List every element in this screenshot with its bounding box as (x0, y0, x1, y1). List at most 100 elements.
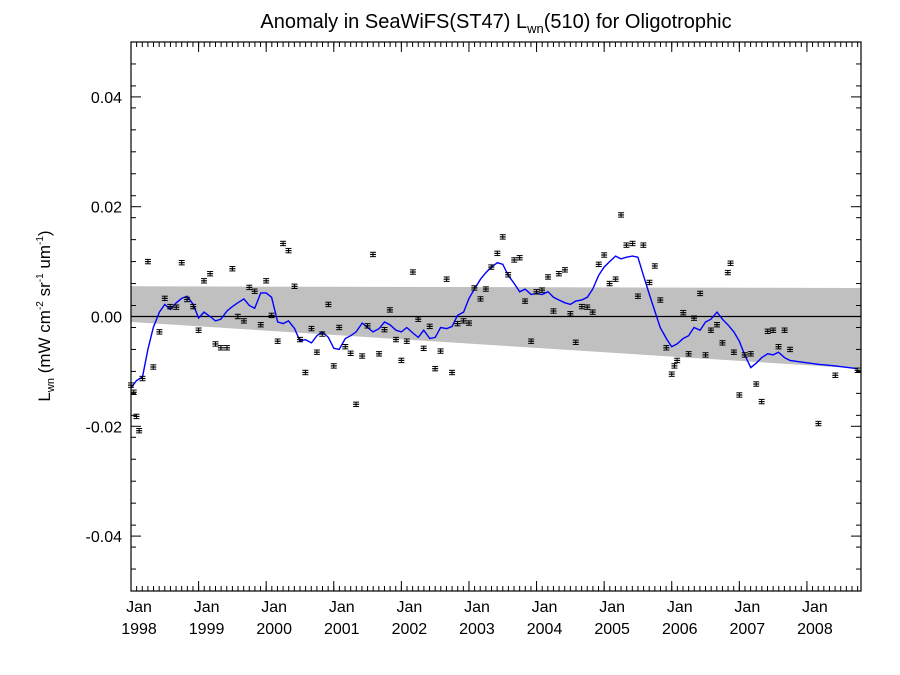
data-point (296, 336, 303, 343)
data-point (280, 240, 287, 247)
data-point (787, 346, 794, 353)
data-point (376, 351, 383, 357)
data-point (285, 247, 292, 254)
x-tick-year: 1999 (189, 621, 225, 638)
data-point (505, 272, 512, 278)
x-tick-month: Jan (532, 599, 558, 616)
data-point (330, 363, 337, 369)
data-point (691, 315, 698, 321)
data-point (207, 270, 214, 277)
x-tick-year: 2000 (256, 621, 292, 638)
data-point (246, 284, 253, 291)
data-point (130, 389, 137, 395)
data-point (702, 352, 709, 358)
data-point (240, 318, 247, 324)
data-point (477, 296, 484, 302)
data-point (758, 398, 765, 405)
data-point (538, 287, 545, 293)
y-tick-label: -0.04 (86, 529, 123, 546)
x-tick-month: Jan (261, 599, 287, 616)
x-tick-month: Jan (802, 599, 828, 616)
data-point (167, 303, 174, 310)
x-tick-year: 2002 (392, 621, 428, 638)
x-tick-year: 2001 (324, 621, 360, 638)
data-point (685, 351, 692, 357)
data-point (545, 274, 552, 280)
x-tick-year: 2007 (730, 621, 766, 638)
data-point (325, 301, 332, 308)
data-point (257, 322, 264, 328)
data-point (707, 327, 714, 333)
data-point (584, 304, 591, 310)
data-point (336, 324, 343, 331)
x-tick-year: 2003 (459, 621, 495, 638)
x-tick-month: Jan (194, 599, 220, 616)
y-tick-label: 0.04 (91, 90, 122, 107)
data-point (251, 288, 258, 294)
data-point (409, 269, 416, 275)
data-point (736, 392, 743, 398)
data-point (601, 252, 608, 258)
x-tick-month: Jan (329, 599, 355, 616)
data-point (369, 251, 376, 258)
data-point (437, 348, 444, 354)
data-point (499, 234, 506, 240)
data-point (308, 325, 315, 332)
x-tick-year: 1998 (121, 621, 157, 638)
data-point (386, 307, 393, 313)
data-point (640, 242, 647, 248)
data-point (223, 345, 230, 351)
x-tick-year: 2008 (797, 621, 833, 638)
data-point (764, 328, 771, 335)
data-point (528, 338, 535, 344)
data-point (680, 309, 687, 316)
data-point (753, 381, 760, 387)
data-point (550, 308, 557, 314)
data-point (629, 240, 636, 247)
plot-frame (130, 41, 862, 592)
data-point (184, 296, 191, 303)
x-tick-month: Jan (734, 599, 760, 616)
data-point (139, 375, 146, 382)
data-point (144, 258, 151, 265)
y-tick-label: 0.02 (91, 200, 122, 217)
data-point (173, 304, 180, 310)
data-point (623, 242, 630, 248)
data-point (403, 338, 410, 344)
data-point (781, 327, 788, 333)
smoothed-series-line (130, 255, 858, 389)
chart-title-subscript: wn (526, 21, 544, 36)
data-point (634, 293, 641, 299)
data-point (674, 357, 681, 364)
data-point (663, 345, 670, 351)
x-tick-year: 2004 (527, 621, 563, 638)
data-point (420, 345, 427, 352)
data-point (161, 295, 168, 302)
data-point (646, 279, 653, 286)
data-point (618, 212, 625, 218)
data-point (730, 349, 737, 355)
data-point (651, 263, 658, 269)
data-point (561, 267, 568, 273)
data-point (136, 427, 143, 434)
data-point (460, 318, 467, 324)
plot-area: 0.04 0.02 0.00 -0.02 -0.04 Jan 1998 Jan 1999 Jan 2… (86, 41, 862, 638)
y-axis-label: Lwn (mW cm-2 sr-1 um-1) (35, 230, 57, 401)
data-point (313, 349, 320, 355)
data-point (511, 257, 518, 263)
data-point (449, 369, 456, 376)
data-point (291, 283, 298, 290)
data-point (201, 278, 207, 284)
data-point (263, 278, 270, 284)
data-point (415, 316, 422, 322)
x-tick-year: 2005 (594, 621, 630, 638)
data-point (589, 309, 596, 315)
data-point (747, 351, 754, 357)
y-tick-label: -0.02 (86, 419, 123, 436)
data-point (494, 250, 501, 257)
x-tick-month: Jan (126, 599, 152, 616)
data-point (606, 280, 613, 287)
data-point (353, 401, 360, 408)
data-point (555, 270, 562, 277)
